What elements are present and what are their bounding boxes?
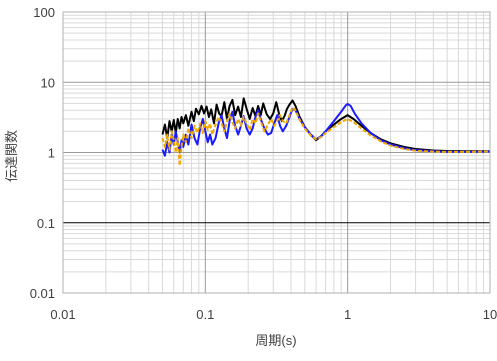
- series-layer: [161, 97, 491, 167]
- series-line-1: [161, 97, 490, 153]
- series-line-3: [161, 106, 491, 167]
- x-tick-labels: 0.01 0.1 1 10: [50, 307, 497, 322]
- x-tick-label: 10: [483, 307, 497, 322]
- y-tick-label: 0.1: [37, 216, 55, 231]
- y-tick-label: 100: [33, 5, 55, 20]
- y-tick-labels: 0.01 0.1 1 10 100: [30, 5, 55, 301]
- plot-frame: [62, 11, 491, 294]
- y-tick-label: 1: [48, 146, 55, 161]
- y-tick-label: 0.01: [30, 286, 55, 301]
- y-axis-title: 伝達関数: [4, 130, 19, 182]
- x-tick-label: 0.1: [196, 307, 214, 322]
- x-tick-label: 1: [344, 307, 351, 322]
- x-tick-label: 0.01: [50, 307, 75, 322]
- x-axis-title: 周期(s): [255, 333, 296, 348]
- y-tick-label: 10: [41, 75, 55, 90]
